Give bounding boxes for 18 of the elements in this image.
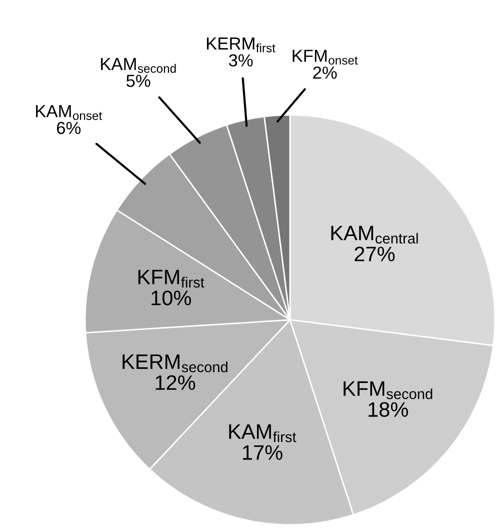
data-label: 27% (354, 246, 395, 262)
data-label: 5% (126, 74, 150, 87)
slice-label: KAM$_{onset}$ (36, 105, 102, 120)
slice-label: KFM$_{first}$ (138, 270, 204, 288)
slice-label: KERM$_{second}$ (122, 354, 228, 372)
slice-label: KAM$_{second}$ (101, 58, 176, 73)
data-label: 2% (313, 66, 337, 79)
data-label: 12% (156, 375, 196, 390)
slice-label: KAM$_{first}$ (229, 424, 296, 442)
data-label: 18% (368, 402, 408, 417)
slice-label: KFM$_{second}$ (344, 381, 432, 400)
slice-label: KFM$_{onset}$ (292, 50, 358, 65)
slice-label: KERM$_{first}$ (206, 38, 276, 52)
slice-label: KAM$_{central}$ (331, 226, 418, 244)
data-label: 6% (56, 122, 81, 134)
data-label: 3% (228, 54, 253, 66)
data-label: 10% (152, 290, 191, 306)
data-label: 17% (243, 445, 282, 460)
